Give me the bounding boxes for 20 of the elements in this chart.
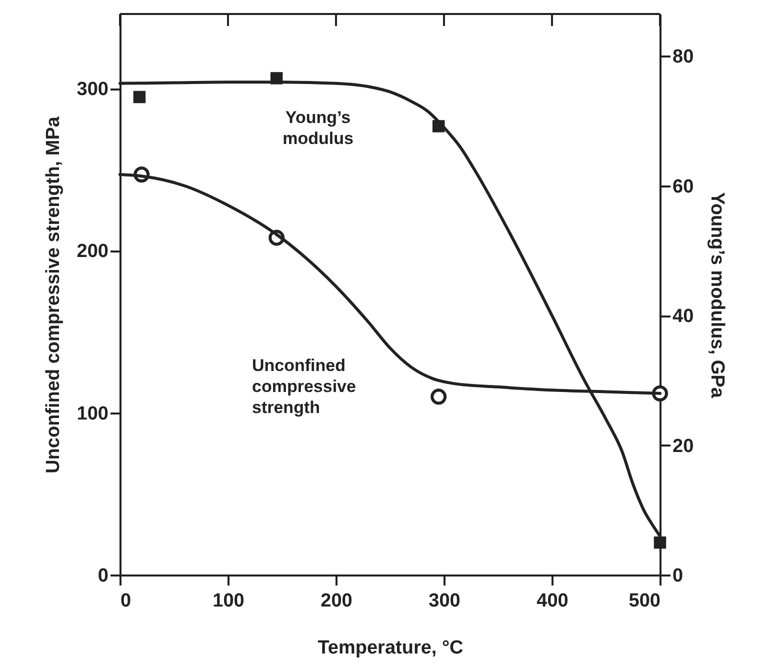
x-tick-label: 200 — [320, 590, 352, 612]
y-tick-label: 200 — [76, 241, 108, 262]
x-tick-label: 500 — [628, 590, 660, 612]
x-tick-label: 100 — [212, 590, 244, 612]
y-tick-label: 0 — [98, 566, 108, 586]
series-label: Unconfined compressive strength — [252, 356, 356, 417]
series-label: Young’s modulus — [282, 108, 354, 148]
y2-axis-title: Young’s modulus, GPa — [706, 192, 728, 398]
x-axis-title: Temperature, °C — [318, 638, 464, 658]
x-tick-label: 300 — [428, 590, 460, 612]
x-tick-label: 0 — [120, 590, 132, 612]
y-tick-label: 100 — [76, 403, 108, 424]
x-tick-label: 400 — [536, 590, 568, 612]
y2-tick-label: 40 — [672, 306, 694, 328]
y2-tick-label: 0 — [672, 566, 684, 586]
y-tick-label: 300 — [76, 79, 108, 100]
y2-tick-label: 20 — [672, 436, 694, 457]
y2-tick-label: 80 — [672, 46, 694, 68]
y2-tick-label: 60 — [672, 176, 694, 198]
y-axis-title: Unconfined compressive strength, MPa — [42, 116, 64, 474]
